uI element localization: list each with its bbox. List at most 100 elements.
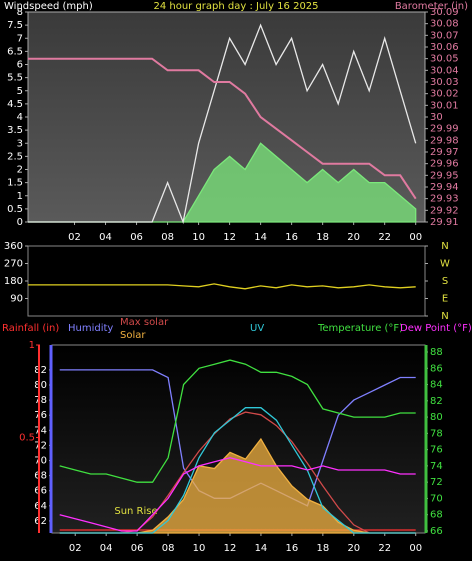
y-tick-label: 180 — [4, 276, 23, 287]
y-tick-label: 5 — [17, 86, 23, 97]
x-tick-label: 08 — [161, 232, 174, 243]
x-tick-label: 00 — [409, 232, 422, 243]
y2-tick-label: 30.02 — [430, 89, 459, 100]
y-tick-label: 66 — [34, 486, 47, 497]
y-tick-label: 7.5 — [7, 20, 23, 31]
y-tick-label: 5.5 — [7, 73, 23, 84]
line — [59, 407, 416, 534]
y2-tick-label: 30.08 — [430, 19, 459, 30]
y-tick-label: 2 — [17, 165, 23, 176]
y2-tick-label: 30 — [430, 112, 443, 123]
annotation: Sun Rise — [114, 506, 157, 517]
y-tick-label: 80 — [34, 380, 47, 391]
y-tick-label: 70 — [34, 456, 47, 467]
y-tick-label: 8 — [17, 7, 23, 18]
y-axis-label: Windspeed (mph) — [4, 1, 93, 12]
x-tick-label: 12 — [224, 543, 237, 554]
y-tick-label: 4 — [17, 112, 23, 123]
x-tick-label: 16 — [286, 543, 299, 554]
y2-tick-label: 29.99 — [430, 124, 459, 135]
y-tick-label: 270 — [4, 259, 23, 270]
y-tick-label: 78 — [34, 395, 47, 406]
x-tick-label: 10 — [192, 232, 205, 243]
y2-tick-label: 72 — [430, 477, 443, 488]
y-tick-label: 6.5 — [7, 46, 23, 57]
x-tick-label: 14 — [255, 543, 268, 554]
x-tick-label: 22 — [378, 232, 391, 243]
line — [28, 23, 417, 225]
legend-entry: Solar — [120, 330, 146, 341]
y2-tick-label: 29.93 — [430, 194, 459, 205]
x-tick-label: 06 — [131, 543, 144, 554]
y2-tick-label: 29.91 — [430, 217, 459, 228]
y2-tick-label: 74 — [430, 461, 443, 472]
y-tick-label: 74 — [34, 425, 47, 436]
x-tick-label: 04 — [100, 543, 113, 554]
x-tick-label: 14 — [254, 232, 267, 243]
y2-tick-label: 30.04 — [430, 65, 459, 76]
y-tick-label: 3.5 — [7, 125, 23, 136]
y2-tick-label: E — [442, 294, 448, 305]
y-tick-label: 0 — [17, 217, 23, 228]
y2-tick-label: 30.01 — [430, 100, 459, 111]
line — [28, 57, 417, 200]
y-tick-label: 68 — [34, 471, 47, 482]
y2-tick-label: N — [441, 311, 448, 322]
legend-entry: Humidity — [68, 323, 113, 334]
y2-tick-label: 29.96 — [430, 159, 459, 170]
y3-tick-label: 1 — [29, 340, 35, 351]
y-tick-label: 7 — [17, 33, 23, 44]
x-tick-label: 22 — [378, 543, 391, 554]
y-tick-label: 2.5 — [7, 151, 23, 162]
legend-entry: Temperature (°F) — [317, 323, 403, 334]
y2-tick-label: 30.03 — [430, 77, 459, 88]
x-tick-label: 06 — [130, 232, 143, 243]
y2-tick-label: 30.07 — [430, 30, 459, 41]
x-tick-label: 04 — [99, 232, 112, 243]
y2-tick-label: W — [440, 259, 450, 270]
y-tick-label: 1 — [17, 191, 23, 202]
y2-tick-label: 29.98 — [430, 135, 459, 146]
y2-tick-label: 80 — [430, 412, 443, 423]
x-tick-label: 10 — [193, 543, 206, 554]
y2-tick-label: 78 — [430, 428, 443, 439]
y-tick-label: 0.5 — [7, 204, 23, 215]
y2-tick-label: 70 — [430, 493, 443, 504]
x-tick-label: 20 — [347, 543, 360, 554]
y-tick-label: 360 — [4, 241, 23, 252]
direction-plot-area — [27, 245, 426, 317]
y-tick-label: 64 — [34, 501, 47, 512]
y2-tick-label: 29.95 — [430, 170, 459, 181]
line — [59, 457, 416, 532]
y-tick-label: 90 — [10, 294, 23, 305]
y2-tick-label: 82 — [430, 396, 443, 407]
line — [59, 359, 416, 483]
y2-tick-label: 88 — [430, 347, 443, 358]
legend-entry: Rainfall (in) — [2, 323, 59, 334]
x-tick-label: 12 — [223, 232, 236, 243]
y-tick-label: 4.5 — [7, 99, 23, 110]
y2-tick-label: 84 — [430, 380, 443, 391]
legend-entry: Dew Point (°F) — [400, 323, 472, 334]
y2-tick-label: 76 — [430, 445, 443, 456]
x-tick-label: 18 — [316, 232, 329, 243]
x-tick-label: 00 — [409, 543, 422, 554]
x-tick-label: 02 — [68, 232, 81, 243]
legend-entry: Max solar — [120, 317, 169, 328]
y2-tick-label: 30.05 — [430, 54, 459, 65]
x-tick-label: 18 — [316, 543, 329, 554]
y-tick-label: 1.5 — [7, 178, 23, 189]
legend-entry: UV — [250, 323, 264, 334]
x-tick-label: 16 — [285, 232, 298, 243]
y-tick-label: 6 — [17, 60, 23, 71]
y-tick-label: 82 — [34, 365, 47, 376]
y3-tick-label: 0.5 — [19, 433, 35, 444]
y2-tick-label: 66 — [430, 526, 443, 537]
y2-axis-label: Barometer (in) — [395, 1, 468, 12]
y-tick-label: 62 — [34, 516, 47, 527]
y-tick-label: 76 — [34, 410, 47, 421]
y-tick-label: 72 — [34, 440, 47, 451]
y2-tick-label: 68 — [430, 510, 443, 521]
